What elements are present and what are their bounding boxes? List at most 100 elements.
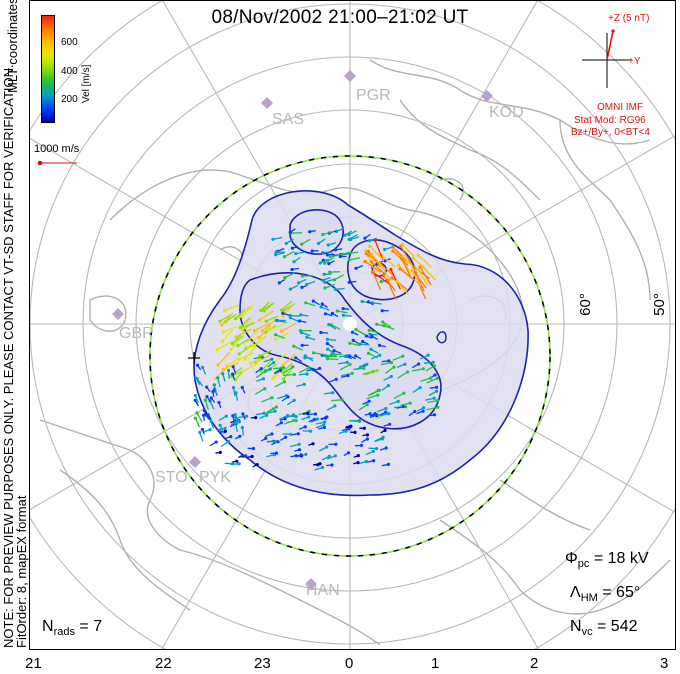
velocity-vector-origin (348, 425, 352, 429)
velocity-vector-origin (435, 376, 439, 380)
velocity-vector-origin (307, 415, 311, 419)
velocity-vector (367, 255, 376, 273)
velocity-vector-origin (328, 270, 332, 274)
velocity-vector-origin (325, 253, 329, 257)
velocity-vector (322, 230, 334, 236)
velocity-vector-origin (257, 336, 261, 340)
velocity-vector-origin (318, 261, 322, 265)
velocity-vector-origin (310, 249, 314, 253)
velocity-vector-origin (392, 365, 396, 369)
velocity-vector (255, 370, 267, 379)
velocity-vector-origin (305, 372, 309, 376)
velocity-vector (369, 329, 380, 334)
velocity-vector (420, 377, 431, 382)
velocity-vector-origin (240, 385, 244, 390)
velocity-vector-origin (334, 248, 338, 252)
velocity-vector-origin (396, 263, 400, 267)
lat-label-50: 50° (650, 293, 668, 316)
velocity-vector-origin (193, 393, 197, 398)
velocity-vector-origin (372, 459, 376, 463)
velocity-vector (349, 342, 361, 347)
velocity-vector-origin (294, 356, 298, 360)
velocity-vector-origin (221, 330, 225, 334)
velocity-vector-origin (383, 259, 387, 263)
velocity-vector (401, 243, 415, 257)
velocity-vector-origin (195, 411, 199, 415)
velocity-vector-origin (206, 413, 210, 417)
velocity-vector-origin (264, 369, 268, 373)
velocity-vector-origin (193, 398, 197, 402)
velocity-vector (272, 236, 283, 240)
velocity-vector-origin (329, 352, 334, 356)
stat-nrads-value: = 7 (79, 618, 103, 635)
velocity-vector-origin (241, 412, 245, 416)
velocity-vector-origin (271, 407, 275, 411)
map-frame (29, 0, 676, 650)
velocity-vector-origin (381, 320, 385, 324)
velocity-vector-origin (434, 389, 439, 393)
station-label-pyk: PYK (199, 469, 232, 486)
velocity-vector-origin (369, 260, 373, 264)
velocity-vector-origin (344, 429, 348, 433)
velocity-vector (223, 361, 239, 370)
velocity-vector-origin (306, 411, 310, 415)
velocity-vector-origin (260, 329, 264, 333)
velocity-vector (331, 399, 343, 402)
velocity-vector-origin (289, 432, 293, 436)
velocity-vector (216, 341, 232, 351)
velocity-vector-origin (375, 447, 379, 451)
velocity-vector-origin (316, 463, 320, 467)
stat-nvc-value: = 542 (597, 618, 638, 635)
coastline-europe (39, 419, 381, 646)
velocity-vector (425, 365, 435, 372)
velocity-vector-origin (435, 385, 439, 389)
coordinate-label: MLT coordinates (5, 0, 20, 93)
stat-phi-sub: pc (577, 558, 590, 571)
station-marker-pgr (344, 70, 356, 82)
velocity-vector (427, 399, 438, 404)
velocity-vector-origin (387, 412, 391, 416)
velocity-vector-origin (323, 312, 328, 316)
velocity-vector-origin (330, 311, 334, 315)
velocity-vector-origin (218, 423, 222, 427)
velocity-vector-origin (325, 337, 329, 341)
velocity-vector (365, 369, 378, 376)
velocity-vector (261, 397, 273, 403)
stat-cross-polar-potential: Φpc = 18 kV (565, 550, 649, 570)
velocity-vector-origin (229, 435, 233, 439)
station-label-kod: KOD (489, 104, 524, 121)
velocity-vector-origin (283, 417, 287, 421)
velocity-vector (371, 253, 384, 268)
velocity-vectors (193, 227, 440, 471)
velocity-vector-origin (259, 369, 263, 373)
velocity-vector-origin (312, 417, 316, 421)
velocity-vector-origin (412, 265, 416, 269)
velocity-vector-origin (326, 243, 330, 247)
velocity-vector-origin (359, 443, 364, 447)
velocity-vector-origin (264, 436, 268, 440)
velocity-vector-origin (347, 237, 351, 241)
velocity-vector-origin (248, 361, 252, 365)
stat-nvc-sub: vc (581, 626, 593, 639)
velocity-vector-origin (375, 322, 379, 326)
velocity-vector (282, 362, 293, 373)
map-title: 08/Nov/2002 21:00–21:02 UT (211, 7, 469, 28)
velocity-vector-origin (292, 413, 296, 417)
imf-z-label: +Z (5 nT) (608, 13, 650, 24)
velocity-vector-origin (401, 254, 405, 258)
velocity-vector-origin (252, 329, 256, 333)
stat-nvc-symbol: N (570, 618, 582, 635)
velocity-vector-origin (240, 426, 244, 430)
velocity-vector-origin (379, 280, 383, 284)
velocity-vector-origin (357, 419, 362, 423)
velocity-vector-origin (414, 271, 418, 275)
velocity-vector (254, 322, 270, 332)
velocity-vector (411, 270, 422, 287)
velocity-vector-origin (307, 366, 311, 370)
velocity-vector-origin (257, 318, 261, 322)
velocity-vector (370, 389, 380, 396)
velocity-vector-origin (436, 405, 440, 409)
velocity-vector-origin (364, 249, 368, 253)
velocity-vector-origin (313, 412, 318, 416)
velocity-vector (273, 368, 286, 378)
